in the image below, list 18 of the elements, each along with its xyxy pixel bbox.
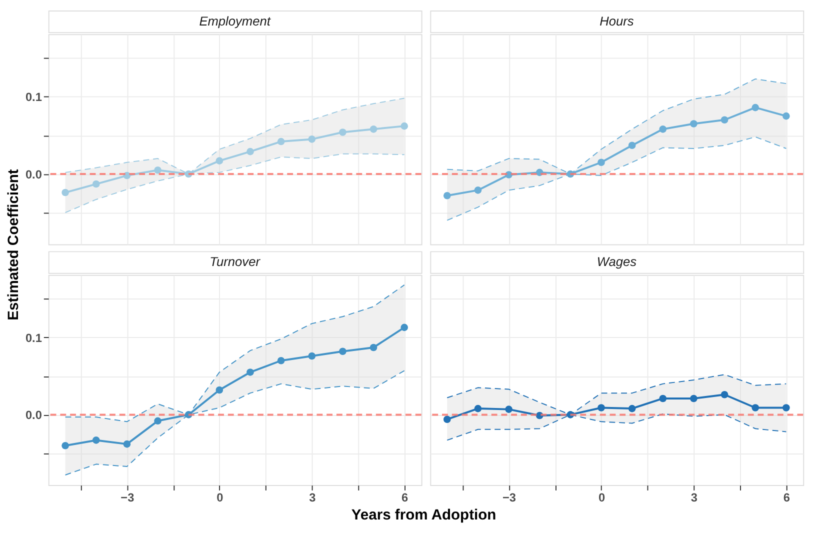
chart-title: Wages [596,254,638,269]
y-tick-label: 0.1 [25,330,42,345]
x-tick-label: 0 [598,490,606,504]
x-tick-label: 3 [690,490,698,504]
x-axis-title: Years from Adoption [351,508,496,524]
x-tick-label: −3 [502,490,516,504]
y-axis-title: Estimated Coefficient [6,169,22,320]
x-tick-label: 3 [309,490,316,504]
y-tick-label: 0.0 [25,408,42,422]
x-tick-label: 0 [216,490,224,504]
y-tick-label: 0.0 [25,167,42,182]
x-tick-label: −3 [120,490,135,504]
chart-title: Employment [199,13,271,28]
chart-title: Turnover [210,254,261,269]
x-tick-label: 6 [402,490,409,504]
y-tick-label: 0.1 [25,90,42,104]
chart-title: Hours [600,13,634,28]
x-tick-label: 6 [783,490,790,504]
